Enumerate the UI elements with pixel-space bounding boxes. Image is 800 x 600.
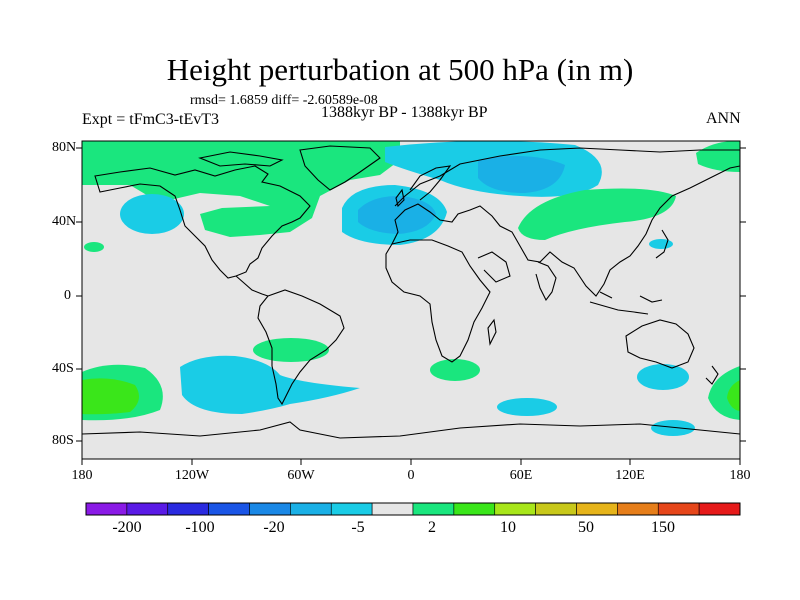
colorbar-swatch [698,502,741,516]
colorbar-label: -5 [351,519,365,536]
anomaly-region-positive-core [82,378,139,415]
coastline-indonesia [589,291,663,315]
ytick-label: 40N [52,214,77,229]
coastline-british-isles [395,188,405,208]
colorbar-swatch [290,502,332,516]
colorbar-swatch [249,502,291,516]
coastline-madagascar [487,318,497,346]
colorbar-swatch [167,502,209,516]
colorbar-swatch [412,502,455,516]
anomaly-region-negative [637,364,689,390]
colorbar-swatch [576,502,618,516]
colorbar-label: 150 [651,519,675,536]
anomaly-region-positive-core [727,380,740,411]
plot-title: Height perturbation at 500 hPa (in m) [166,52,634,87]
subtitle: 1388kyr BP - 1388kyr BP [321,104,488,121]
ytick-label: 40S [52,361,74,376]
colorbar-swatch [208,502,250,516]
coastline-scandinavia [409,165,452,201]
colorbar-swatch [453,502,496,516]
xtick-label: 120E [615,468,645,483]
coastline-australia [625,319,695,369]
colorbar-swatch [371,502,414,516]
coastline-greenland [299,145,381,191]
ytick-label: 80N [52,140,77,155]
anomaly-region-positive [518,188,676,240]
coastline-arctic-islands [198,151,284,167]
colorbar-swatch [657,502,700,516]
colorbar-swatch [85,502,128,516]
colorbar-swatch [330,502,373,516]
anomaly-region-negative [649,239,673,249]
anomaly-region-positive [84,242,104,252]
coastline-japan [655,229,669,259]
xtick-label: 60E [509,468,533,483]
xtick-label: 180 [729,468,751,483]
colorbar-label: 2 [428,519,436,536]
anomaly-region-negative [651,420,695,436]
colorbar-label: -20 [263,519,285,536]
coastline-north-america [94,165,311,279]
xtick-label: 180 [71,468,93,483]
colorbar-swatch [126,502,169,516]
ytick-label: 0 [64,288,71,303]
anomaly-region-negative [120,194,184,234]
anomaly-region-positive [253,338,329,362]
coastline-india [535,261,557,302]
anomaly-region-negative-core [478,156,565,193]
coastline-arabia [477,251,511,283]
colorbar-swatch [535,502,577,516]
anomaly-region-positive [82,141,400,237]
coastline-south-america [257,289,345,406]
anomaly-fields [82,141,740,436]
xtick-label: 0 [407,468,415,483]
coastline-new-zealand [705,365,719,385]
season-label: ANN [706,110,741,127]
ytick-label: 80S [52,433,74,448]
xtick-label: 60W [287,468,315,483]
coastline-eurasia [391,147,740,297]
colorbar-swatch [494,502,536,516]
coastline-central-america [235,275,269,297]
stats-line: rmsd= 1.6859 diff= -2.60589e-08 [190,93,378,108]
coastlines [82,145,740,439]
experiment-label: Expt = tFmC3-tEvT3 [82,111,220,128]
colorbar [85,502,741,516]
colorbar-label: 10 [500,519,516,536]
axis-ticks [76,147,746,465]
anomaly-region-positive [696,141,740,172]
colorbar-frame [85,502,741,516]
colorbar-label: -100 [185,519,215,536]
coastline-antarctica [82,421,740,439]
anomaly-region-negative [180,355,360,414]
xtick-label: 120W [174,468,210,483]
colorbar-label: 50 [578,519,594,536]
coastline-africa [385,239,491,363]
colorbar-swatch [617,502,659,516]
anomaly-region-negative [497,398,557,416]
anomaly-region-positive [430,359,480,381]
anomaly-region-negative-core [358,195,436,234]
colorbar-label: -200 [112,519,142,536]
